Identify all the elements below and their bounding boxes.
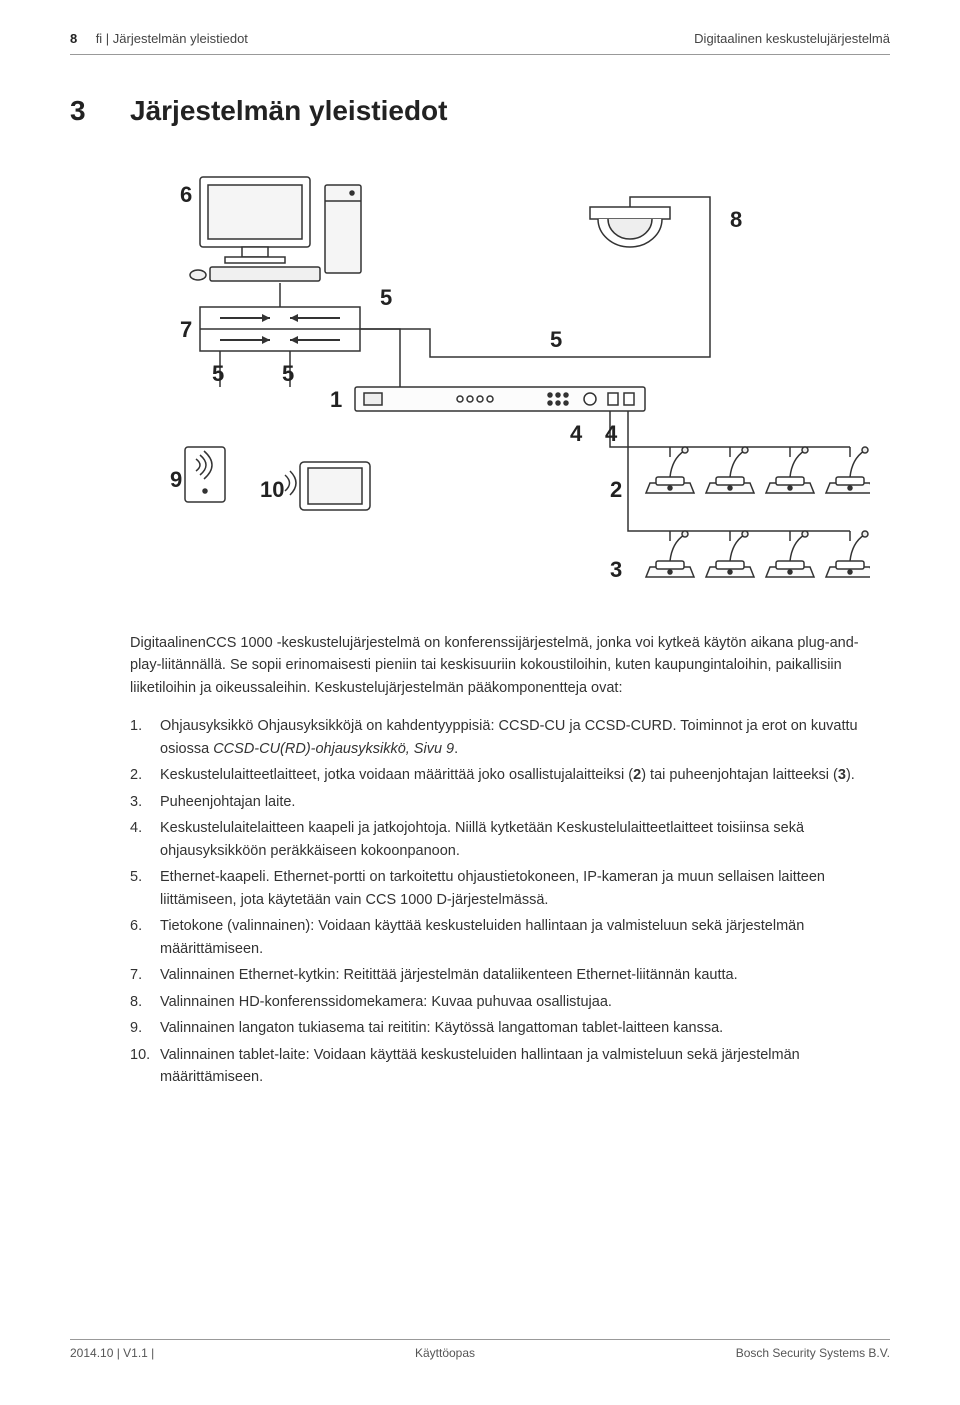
list-item: 6. Tietokone (valinnainen): Voidaan käyt… (130, 915, 890, 960)
list-text-6: Tietokone (valinnainen): Voidaan käyttää… (160, 915, 890, 960)
diagram-label-1: 1 (330, 387, 342, 412)
diagram-label-5a: 5 (380, 285, 392, 310)
list-item: 5. Ethernet-kaapeli. Ethernet-portti on … (130, 866, 890, 911)
list-num-6: 6. (130, 915, 160, 960)
page: 8 fi | Järjestelmän yleistiedot Digitaal… (0, 0, 960, 1380)
list-text-8: Valinnainen HD-konferenssidomekamera: Ku… (160, 991, 890, 1013)
system-diagram: 6 8 7 5 5 5 5 1 4 4 9 10 2 3 (130, 157, 890, 602)
diagram-label-4b: 4 (605, 421, 618, 446)
list-item: 3. Puheenjohtajan laite. (130, 791, 890, 813)
list-text-3: Puheenjohtajan laite. (160, 791, 890, 813)
list-num-10: 10. (130, 1044, 160, 1089)
header-left: 8 fi | Järjestelmän yleistiedot (70, 30, 248, 48)
list-item: 9. Valinnainen langaton tukiasema tai re… (130, 1017, 890, 1039)
list-num-9: 9. (130, 1017, 160, 1039)
diagram-label-5c: 5 (212, 361, 224, 386)
list-text-10: Valinnainen tablet-laite: Voidaan käyttä… (160, 1044, 890, 1089)
diagram-label-3: 3 (610, 557, 622, 582)
intro-paragraph: DigitaalinenCCS 1000 -keskustelujärjeste… (130, 632, 890, 699)
list-text-4: Keskustelulaitelaitteen kaapeli ja jatko… (160, 817, 890, 862)
list-num-4: 4. (130, 817, 160, 862)
section-number: 3 (70, 95, 130, 127)
list-item: 1. Ohjausyksikkö Ohjausyksikköjä on kahd… (130, 715, 890, 760)
header-right-text: Digitaalinen keskustelujärjestelmä (694, 31, 890, 46)
list-num-7: 7. (130, 964, 160, 986)
diagram-label-2: 2 (610, 477, 622, 502)
diagram-label-10: 10 (260, 477, 284, 502)
diagram-svg: 6 8 7 5 5 5 5 1 4 4 9 10 2 3 (130, 157, 870, 597)
list-text-7: Valinnainen Ethernet-kytkin: Reitittää j… (160, 964, 890, 986)
footer-center: Käyttöopas (415, 1346, 475, 1360)
diagram-label-7: 7 (180, 317, 192, 342)
page-header: 8 fi | Järjestelmän yleistiedot Digitaal… (70, 30, 890, 55)
list-text-9: Valinnainen langaton tukiasema tai reiti… (160, 1017, 890, 1039)
numbered-list: 1. Ohjausyksikkö Ohjausyksikköjä on kahd… (130, 715, 890, 1088)
header-left-text: fi | Järjestelmän yleistiedot (96, 31, 248, 46)
list-text-2: Keskustelulaitteetlaitteet, jotka voidaa… (160, 764, 890, 786)
diagram-label-4a: 4 (570, 421, 583, 446)
section-heading: 3 Järjestelmän yleistiedot (70, 95, 890, 127)
diagram-label-6: 6 (180, 182, 192, 207)
list-text-5: Ethernet-kaapeli. Ethernet-portti on tar… (160, 866, 890, 911)
list-item: 2. Keskustelulaitteetlaitteet, jotka voi… (130, 764, 890, 786)
list-num-3: 3. (130, 791, 160, 813)
diagram-label-8: 8 (730, 207, 742, 232)
list-num-2: 2. (130, 764, 160, 786)
diagram-label-9: 9 (170, 467, 182, 492)
list-item: 10. Valinnainen tablet-laite: Voidaan kä… (130, 1044, 890, 1089)
footer-right: Bosch Security Systems B.V. (736, 1346, 890, 1360)
list-num-5: 5. (130, 866, 160, 911)
diagram-label-5b: 5 (550, 327, 562, 352)
section-title: Järjestelmän yleistiedot (130, 95, 447, 127)
page-number: 8 (70, 31, 77, 46)
list-item: 8. Valinnainen HD-konferenssidomekamera:… (130, 991, 890, 1013)
list-item: 4. Keskustelulaitelaitteen kaapeli ja ja… (130, 817, 890, 862)
list-item: 7. Valinnainen Ethernet-kytkin: Reitittä… (130, 964, 890, 986)
diagram-label-5d: 5 (282, 361, 294, 386)
list-num-8: 8. (130, 991, 160, 1013)
page-footer: 2014.10 | V1.1 | Käyttöopas Bosch Securi… (70, 1339, 890, 1360)
list-text-1: Ohjausyksikkö Ohjausyksikköjä on kahdent… (160, 715, 890, 760)
list-num-1: 1. (130, 715, 160, 760)
footer-left: 2014.10 | V1.1 | (70, 1346, 154, 1360)
